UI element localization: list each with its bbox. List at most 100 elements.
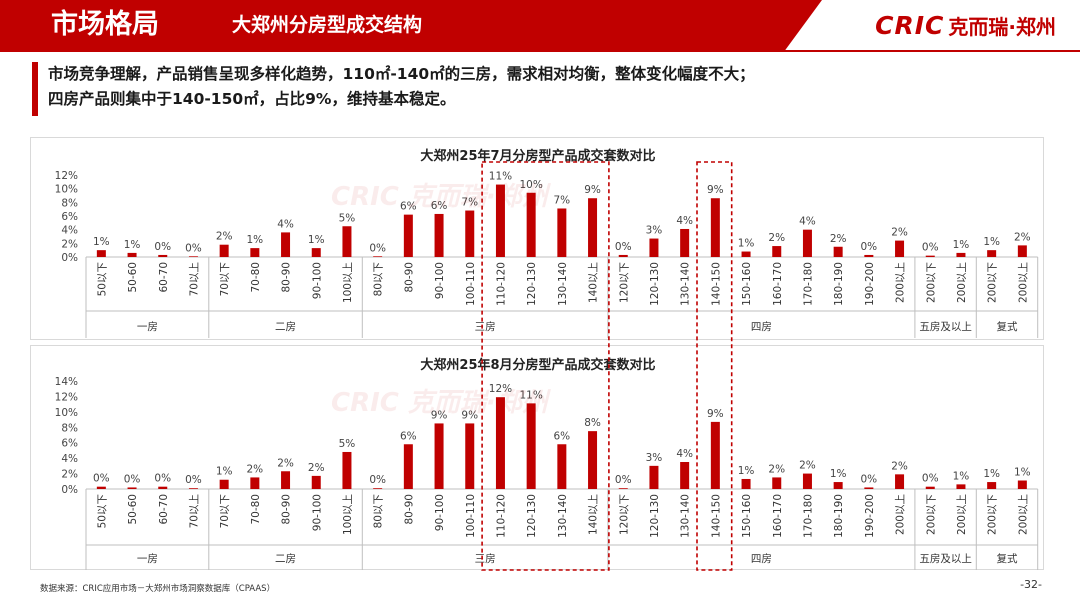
- data-label: 0%: [154, 473, 171, 485]
- data-label: 6%: [431, 200, 448, 212]
- category-label: 80以下: [373, 262, 385, 296]
- bar: [588, 431, 598, 489]
- category-label: 180-190: [833, 494, 845, 538]
- section-tag: 市场格局: [0, 0, 210, 50]
- category-label: 90-100: [311, 494, 323, 531]
- bar: [342, 451, 352, 489]
- bar: [219, 479, 229, 489]
- group-label: 三房: [475, 552, 496, 565]
- data-label: 2%: [1014, 231, 1031, 243]
- data-label: 2%: [891, 227, 908, 239]
- bar: [311, 475, 321, 489]
- y-tick-label: 6%: [61, 438, 78, 450]
- bar: [895, 240, 905, 257]
- category-label: 190-200: [864, 262, 876, 306]
- category-label: 150-160: [741, 262, 753, 306]
- data-label: 7%: [554, 194, 571, 206]
- category-label: 120-130: [649, 494, 661, 538]
- bar: [956, 252, 966, 257]
- bar: [925, 255, 935, 257]
- bar: [465, 423, 475, 489]
- group-label: 复式: [997, 320, 1018, 333]
- data-label: 1%: [738, 238, 755, 250]
- data-label: 0%: [615, 474, 632, 486]
- data-label: 6%: [400, 430, 417, 442]
- group-label: 二房: [275, 552, 296, 565]
- category-label: 70以上: [188, 262, 200, 296]
- group-label: 四房: [751, 320, 772, 333]
- category-label: 200以上: [1017, 262, 1029, 303]
- bar: [250, 248, 260, 257]
- data-label: 4%: [799, 216, 816, 228]
- category-label: 130-140: [680, 494, 692, 538]
- y-tick-label: 2%: [61, 469, 78, 481]
- category-label: 50以下: [96, 262, 108, 296]
- y-tick-label: 4%: [61, 453, 78, 465]
- bar: [833, 482, 843, 489]
- y-tick-label: 6%: [61, 211, 78, 223]
- data-label: 1%: [983, 236, 1000, 248]
- chart-title: 大郑州25年7月分房型产品成交套数对比: [420, 148, 655, 164]
- data-label: 1%: [983, 468, 1000, 480]
- logo-brand-text: CRIC: [875, 10, 945, 40]
- data-label: 1%: [124, 239, 141, 251]
- data-label: 1%: [93, 236, 110, 248]
- bar: [188, 488, 198, 489]
- chart-title: 大郑州25年8月分房型产品成交套数对比: [420, 357, 655, 373]
- data-label: 2%: [799, 460, 816, 472]
- data-label: 1%: [830, 468, 847, 480]
- bar: [557, 444, 567, 489]
- y-tick-label: 4%: [61, 225, 78, 237]
- bar: [373, 256, 383, 257]
- bar: [127, 252, 137, 257]
- y-tick-label: 8%: [61, 422, 78, 434]
- y-tick-label: 0%: [61, 252, 78, 264]
- category-label: 120-130: [526, 494, 538, 538]
- category-label: 200以上: [895, 494, 907, 535]
- data-label: 5%: [339, 212, 356, 224]
- bar: [649, 465, 659, 489]
- data-label: 2%: [247, 463, 264, 475]
- bar: [557, 208, 567, 257]
- category-label: 80-90: [281, 494, 293, 525]
- data-label: 0%: [861, 473, 878, 485]
- data-label: 0%: [861, 241, 878, 253]
- category-label: 60-70: [158, 262, 170, 293]
- y-tick-label: 14%: [55, 376, 78, 388]
- data-label: 11%: [489, 171, 512, 183]
- data-label: 6%: [554, 430, 571, 442]
- bar: [864, 487, 874, 489]
- bar: [281, 232, 291, 257]
- category-label: 70-80: [250, 262, 262, 293]
- category-label: 80-90: [403, 494, 415, 525]
- chart-july: 大郑州25年7月分房型产品成交套数对比0%2%4%6%8%10%12%1%50以…: [55, 148, 1039, 338]
- bar: [956, 484, 966, 489]
- bar: [465, 210, 475, 257]
- category-label: 130-140: [557, 494, 569, 538]
- data-label: 0%: [124, 473, 141, 485]
- category-label: 70以下: [219, 262, 231, 296]
- category-label: 120-130: [526, 262, 538, 306]
- category-label: 90-100: [434, 262, 446, 299]
- bar: [250, 477, 260, 489]
- data-label: 0%: [185, 242, 202, 254]
- data-label: 2%: [830, 233, 847, 245]
- category-label: 70-80: [250, 494, 262, 525]
- bar: [741, 251, 751, 257]
- bar: [403, 444, 413, 489]
- bar: [772, 246, 782, 257]
- category-label: 80-90: [403, 262, 415, 293]
- category-label: 100以上: [342, 262, 354, 303]
- bar: [833, 246, 843, 257]
- data-label: 4%: [676, 448, 693, 460]
- data-label: 2%: [216, 231, 233, 243]
- group-label: 五房及以上: [919, 320, 972, 333]
- category-label: 50-60: [127, 262, 139, 293]
- data-label: 9%: [707, 184, 724, 196]
- data-label: 9%: [461, 409, 478, 421]
- category-label: 200以下: [925, 494, 937, 535]
- bar: [158, 254, 168, 257]
- group-label: 三房: [475, 320, 496, 333]
- bar: [802, 473, 812, 489]
- summary-text: 市场竞争理解，产品销售呈现多样化趋势，110㎡-140㎡的三房，需求相对均衡，整…: [32, 62, 1042, 116]
